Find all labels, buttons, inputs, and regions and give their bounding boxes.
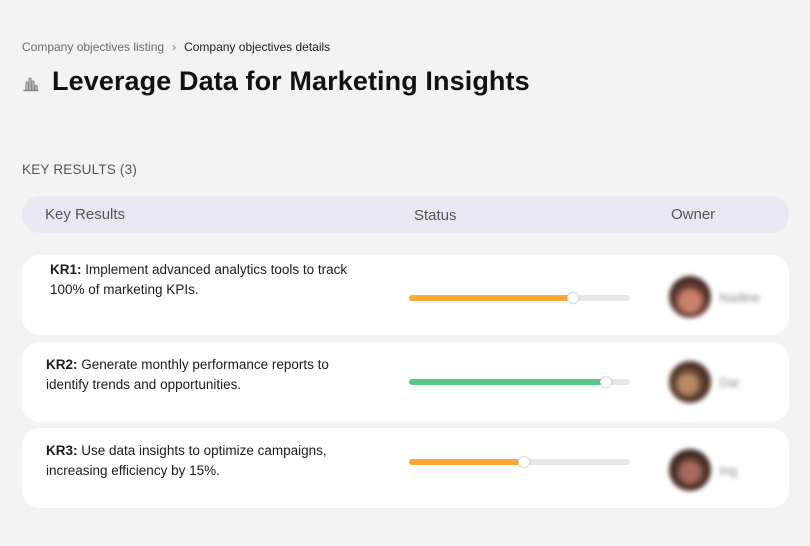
key-result-id: KR1: <box>50 262 82 277</box>
key-result-id: KR2: <box>46 357 78 372</box>
breadcrumb: Company objectives listing › Company obj… <box>22 40 330 54</box>
owner-name: Dar <box>719 374 740 390</box>
progress-slider[interactable] <box>409 456 630 468</box>
key-result-text: Generate monthly performance reports to … <box>46 357 329 392</box>
page-header: Leverage Data for Marketing Insights <box>22 66 530 97</box>
owner-name: Nadine <box>719 289 761 305</box>
progress-fill <box>409 459 524 465</box>
key-result-description: KR2: Generate monthly performance report… <box>46 355 346 395</box>
progress-thumb[interactable] <box>566 292 579 304</box>
progress-fill <box>409 295 573 301</box>
key-result-row[interactable]: KR2: Generate monthly performance report… <box>22 342 789 422</box>
avatar <box>669 449 711 491</box>
key-result-text: Implement advanced analytics tools to tr… <box>50 262 348 297</box>
bar-chart-icon <box>22 72 42 92</box>
breadcrumb-link-listing[interactable]: Company objectives listing <box>22 40 165 54</box>
avatar <box>669 361 711 403</box>
key-result-description: KR1: Implement advanced analytics tools … <box>50 260 350 300</box>
key-result-description: KR3: Use data insights to optimize campa… <box>46 441 346 481</box>
breadcrumb-current: Company objectives details <box>184 40 331 54</box>
key-result-row[interactable]: KR3: Use data insights to optimize campa… <box>22 428 789 508</box>
table-header: Key Results Status Owner <box>22 196 789 233</box>
progress-fill <box>409 379 606 385</box>
progress-thumb[interactable] <box>517 456 530 468</box>
key-result-text: Use data insights to optimize campaigns,… <box>46 443 327 478</box>
column-header-status: Status <box>414 207 457 224</box>
owner[interactable]: Dar <box>669 361 740 403</box>
progress-slider[interactable] <box>409 376 630 388</box>
page-title: Leverage Data for Marketing Insights <box>52 66 530 96</box>
progress-thumb[interactable] <box>599 376 612 388</box>
progress-slider[interactable] <box>409 292 630 304</box>
owner[interactable]: Nadine <box>669 276 760 318</box>
key-result-id: KR3: <box>46 443 78 458</box>
chevron-right-icon: › <box>172 40 177 54</box>
owner-name: Ing <box>719 462 738 478</box>
key-result-row[interactable]: KR1: Implement advanced analytics tools … <box>22 255 789 335</box>
column-header-owner: Owner <box>671 206 716 223</box>
avatar <box>669 276 711 318</box>
key-results-count-label: KEY RESULTS (3) <box>22 162 138 177</box>
owner[interactable]: Ing <box>669 449 737 491</box>
column-header-key-results: Key Results <box>45 206 126 223</box>
